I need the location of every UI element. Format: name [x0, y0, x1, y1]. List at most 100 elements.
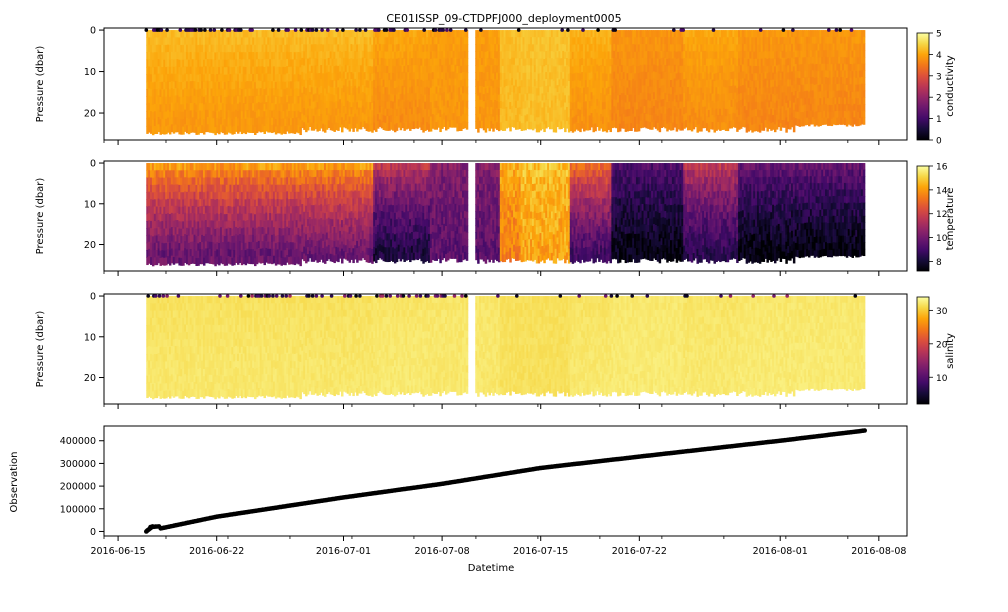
heatmap-cell — [306, 51, 310, 60]
heatmap-cell — [613, 106, 616, 114]
heatmap-cell — [261, 66, 265, 75]
heatmap-cell — [271, 37, 274, 46]
heatmap-cell — [172, 125, 176, 134]
heatmap-cell — [261, 37, 265, 46]
heatmap-cell — [660, 30, 664, 38]
surface-point — [144, 28, 149, 32]
heatmap-cell — [683, 58, 686, 66]
heatmap-cell — [772, 100, 775, 109]
heatmap-cell — [590, 71, 594, 80]
heatmap-cell — [598, 44, 601, 53]
heatmap-cell — [272, 30, 276, 38]
heatmap-cell — [675, 30, 679, 38]
heatmap-cell — [607, 100, 611, 109]
heatmap-cell — [734, 64, 737, 73]
heatmap-cell — [463, 71, 467, 80]
heatmap-cell — [711, 65, 715, 74]
heatmap-cell — [637, 73, 641, 82]
heatmap-cell — [299, 112, 302, 121]
heatmap-cell — [358, 121, 361, 130]
heatmap-cell — [259, 80, 263, 89]
heatmap-cell — [690, 73, 694, 82]
heatmap-cell — [692, 86, 696, 95]
heatmap-cell — [288, 125, 291, 134]
heatmap-cell — [405, 100, 408, 109]
heatmap-cell — [509, 87, 512, 96]
heatmap-cell — [753, 51, 756, 60]
heatmap-cell — [802, 105, 805, 113]
heatmap-cell — [581, 44, 584, 52]
heatmap-cell — [673, 37, 677, 45]
heatmap-cell — [583, 87, 586, 96]
heatmap-cell — [681, 101, 684, 110]
heatmap-cell — [564, 124, 567, 133]
heatmap-cell — [789, 58, 792, 66]
heatmap-cell — [707, 88, 711, 97]
heatmap-cell — [407, 107, 410, 115]
heatmap-cell — [569, 108, 573, 117]
heatmap-cell — [668, 51, 671, 59]
heatmap-cell — [172, 52, 176, 61]
heatmap-cell — [719, 87, 722, 96]
heatmap-cell — [259, 73, 263, 82]
heatmap-cell — [193, 117, 197, 126]
heatmap-cell — [717, 72, 720, 81]
heatmap-cell — [675, 80, 679, 89]
heatmap-cell — [462, 79, 465, 87]
heatmap-cell — [240, 59, 244, 68]
heatmap-cell — [435, 107, 439, 116]
heatmap-cell — [458, 44, 461, 53]
heatmap-cell — [488, 37, 491, 46]
heatmap-cell — [269, 59, 272, 68]
heatmap-cell — [721, 37, 724, 45]
heatmap-cell — [658, 88, 662, 96]
heatmap-cell — [216, 96, 219, 104]
heatmap-cell — [176, 30, 179, 38]
heatmap-cell — [460, 58, 463, 67]
heatmap-cell — [401, 44, 404, 52]
heatmap-cell — [358, 30, 361, 38]
heatmap-cell — [216, 30, 219, 38]
heatmap-cell — [271, 88, 274, 97]
heatmap-cell — [652, 50, 656, 59]
heatmap-cell — [157, 80, 161, 89]
heatmap-cell — [575, 121, 578, 130]
heatmap-cell — [378, 64, 382, 72]
heatmap-cell — [652, 119, 656, 128]
heatmap-cell — [645, 78, 648, 87]
heatmap-cell — [548, 121, 552, 130]
heatmap-cell — [221, 117, 225, 126]
heatmap-cell — [690, 94, 694, 103]
heatmap-cell — [150, 52, 153, 61]
heatmap-cell — [454, 64, 457, 73]
heatmap-cell — [566, 79, 569, 87]
heatmap-cell — [392, 80, 395, 88]
heatmap-cell — [441, 72, 444, 80]
heatmap-cell — [443, 105, 446, 114]
heatmap-cell — [195, 52, 198, 61]
heatmap-cell — [314, 114, 318, 123]
heatmap-cell — [182, 52, 185, 61]
heatmap-cell — [724, 101, 728, 110]
heatmap-cell — [543, 124, 546, 133]
heatmap-cell — [414, 120, 418, 129]
heatmap-cell — [781, 64, 785, 73]
heatmap-cell — [392, 101, 395, 110]
heatmap-cell — [235, 30, 238, 38]
heatmap-cell — [172, 74, 176, 83]
heatmap-cell — [566, 72, 569, 80]
heatmap-cell — [378, 78, 382, 86]
heatmap-cell — [618, 80, 622, 89]
heatmap-cell — [165, 67, 168, 76]
heatmap-cell — [741, 43, 745, 52]
heatmap-cell — [221, 30, 225, 38]
heatmap-cell — [284, 67, 287, 75]
heatmap-cell — [562, 30, 565, 38]
heatmap-cell — [535, 59, 539, 67]
heatmap-cell — [146, 125, 149, 134]
heatmap-cell — [426, 30, 429, 38]
heatmap-cell — [435, 122, 439, 130]
heatmap-cell — [681, 115, 684, 124]
heatmap-cell — [641, 78, 645, 87]
heatmap-cell — [437, 37, 440, 45]
